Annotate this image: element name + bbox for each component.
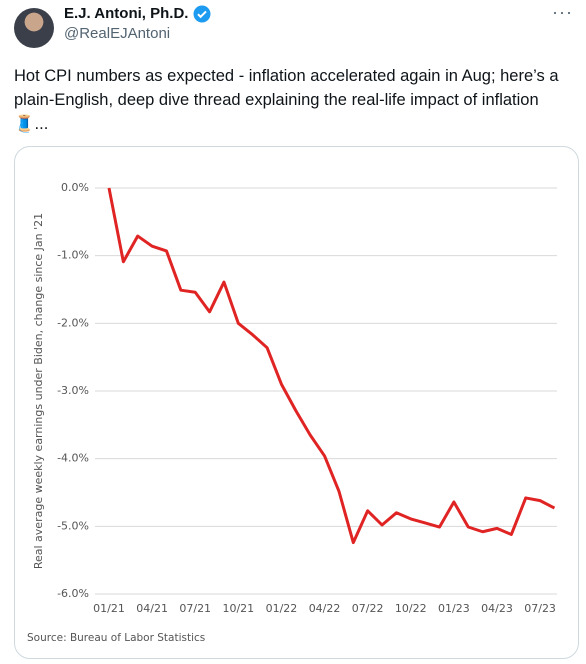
y-tick-label: -6.0% xyxy=(57,587,89,600)
x-tick-label: 01/23 xyxy=(438,602,470,615)
author-name[interactable]: E.J. Antoni, Ph.D. xyxy=(64,5,189,22)
x-tick-label: 04/21 xyxy=(136,602,168,615)
x-tick-label: 07/22 xyxy=(352,602,384,615)
x-tick-label: 07/23 xyxy=(524,602,556,615)
x-tick-label: 07/21 xyxy=(179,602,211,615)
x-tick-label: 04/23 xyxy=(481,602,513,615)
y-tick-label: -1.0% xyxy=(57,249,89,262)
y-tick-label: -2.0% xyxy=(57,316,89,329)
y-tick-label: -3.0% xyxy=(57,384,89,397)
y-tick-label: -5.0% xyxy=(57,519,89,532)
x-tick-label: 10/21 xyxy=(222,602,254,615)
chart: Source: Bureau of Labor Statistics 0.0% -… xyxy=(27,181,557,644)
verified-badge xyxy=(193,5,211,23)
more-button[interactable]: ··· xyxy=(552,2,573,22)
y-axis-label: Real average weekly earnings under Biden… xyxy=(32,213,45,569)
x-tick-label: 10/22 xyxy=(395,602,427,615)
y-tick-label: 0.0% xyxy=(61,181,89,194)
line xyxy=(107,187,556,545)
y-tick-label: -4.0% xyxy=(57,452,89,465)
x-tick-label: 04/22 xyxy=(309,602,341,615)
tweet-text: Hot CPI numbers as expected - inflation … xyxy=(14,67,559,133)
x-tick-label: 01/21 xyxy=(93,602,125,615)
source: Source: Bureau of Labor Statistics xyxy=(27,632,205,644)
avatar[interactable] xyxy=(14,8,54,48)
author-handle[interactable]: @RealEJAntoni xyxy=(64,25,171,42)
x-tick-label: 01/22 xyxy=(266,602,298,615)
chart-card[interactable]: Source: Bureau of Labor Statistics 0.0% -… xyxy=(14,146,579,659)
